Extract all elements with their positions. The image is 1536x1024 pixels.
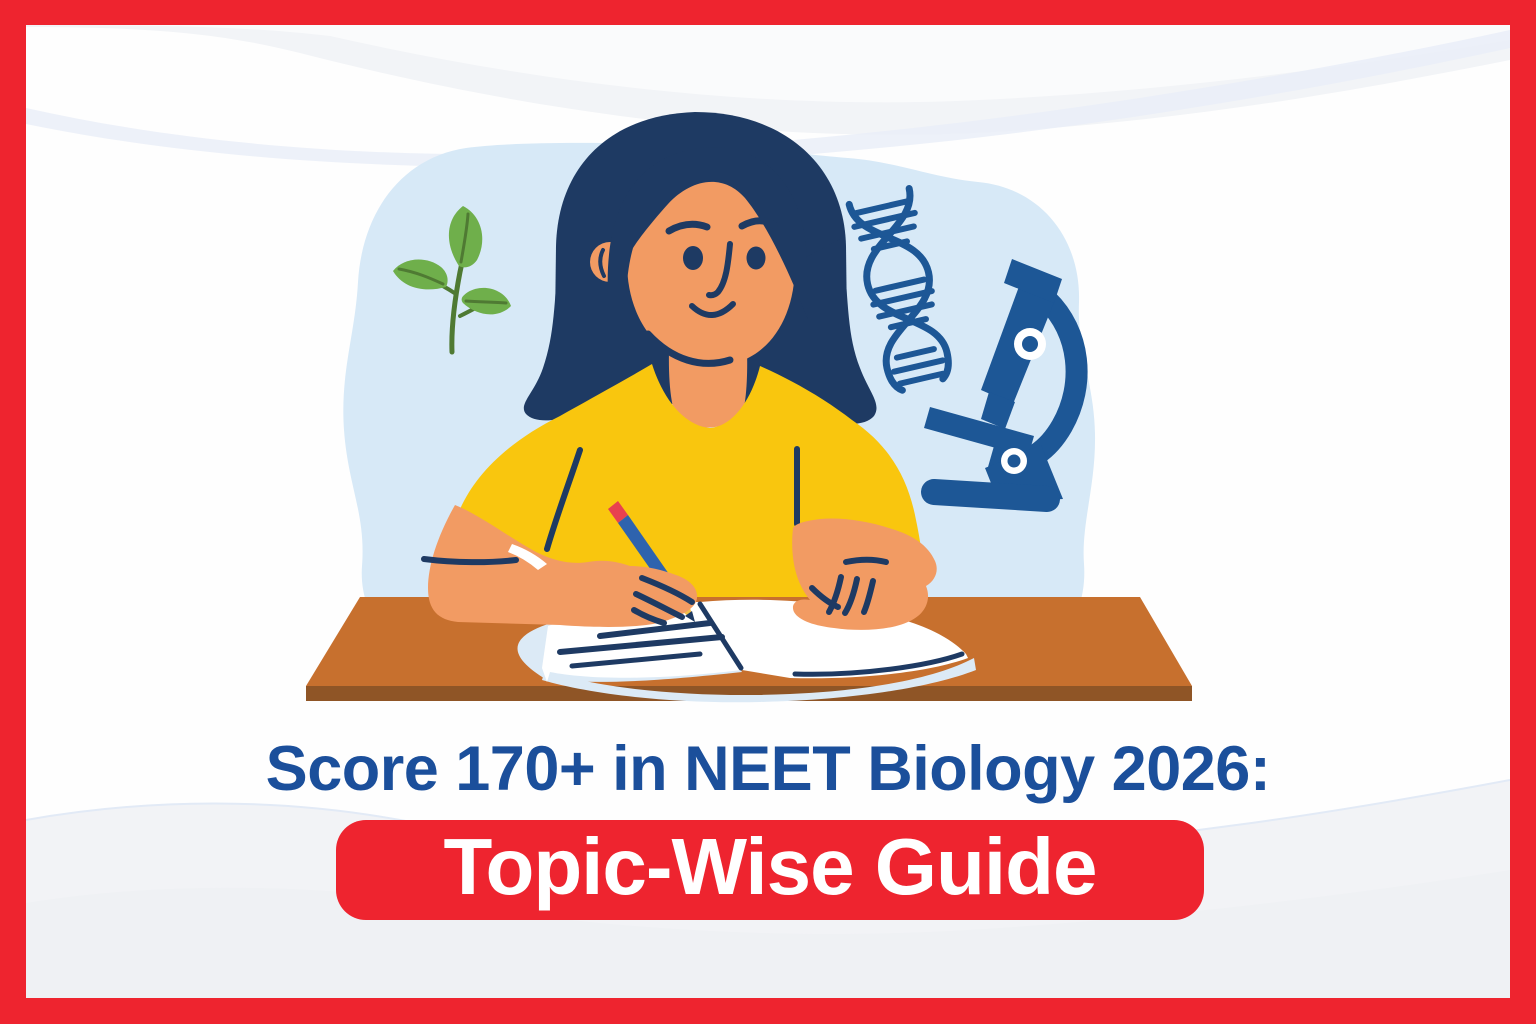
girl-left-arm [421,505,698,627]
notebook-writing-lines [557,620,725,669]
girl-face [590,160,796,367]
microscope-icon [921,259,1088,512]
girl-hair-fringe [607,147,808,320]
girl-facial-features [665,217,778,318]
plant-sprout-icon [393,206,511,355]
girl-right-arm [792,518,937,630]
dna-helix-icon [845,185,952,394]
